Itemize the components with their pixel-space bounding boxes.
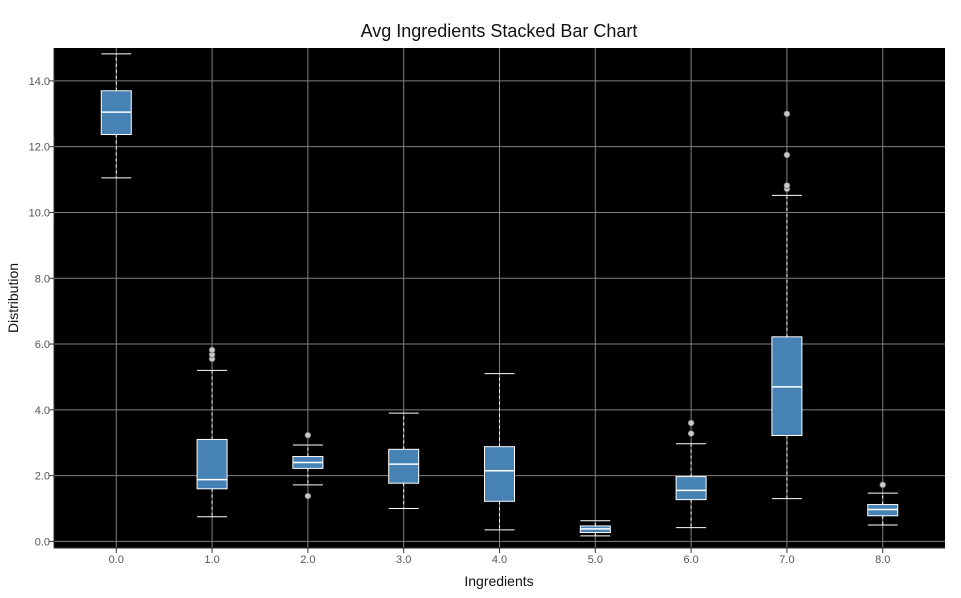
y-tick-label: 12.0	[29, 142, 50, 154]
outlier-point	[879, 481, 887, 489]
box-body	[196, 438, 228, 490]
box-group	[675, 419, 707, 529]
box-group	[579, 520, 611, 537]
box-body	[675, 476, 707, 501]
x-axis-label: Ingredients	[464, 573, 533, 589]
axes: 0.0 2.0 4.0 6.0 8.0 10.0 12.0 14.0 0.0 1.0 2.0 3.0 4…	[29, 48, 945, 566]
x-tick-label: 4.0	[492, 554, 507, 566]
x-tick-label: 7.0	[779, 554, 794, 566]
grid-lines	[54, 48, 945, 548]
x-tick-label: 8.0	[875, 554, 890, 566]
box-body	[388, 448, 420, 484]
y-tick-label: 6.0	[35, 339, 50, 351]
outlier-point	[687, 430, 695, 437]
y-tick-label: 10.0	[29, 207, 50, 219]
outlier-point	[783, 151, 791, 159]
outlier-point	[783, 182, 791, 189]
y-tick-label: 8.0	[35, 273, 50, 285]
box-group	[484, 373, 515, 531]
box-group	[100, 53, 132, 179]
box-group	[292, 431, 324, 500]
y-tick-label: 14.0	[29, 76, 50, 88]
box-body	[484, 446, 515, 502]
outlier-point	[208, 346, 216, 354]
x-tick-label: 1.0	[204, 554, 219, 566]
outlier-point	[783, 110, 791, 118]
outlier-point	[687, 419, 695, 427]
x-tick-label: 0.0	[109, 554, 124, 566]
box-group	[771, 110, 803, 500]
box-group	[388, 412, 420, 510]
y-tick-label: 2.0	[35, 471, 50, 483]
x-tick-label: 3.0	[396, 554, 411, 566]
y-tick-label: 4.0	[35, 405, 50, 417]
box-group	[196, 346, 228, 518]
y-axis-label: Distribution	[5, 263, 21, 333]
x-tick-label: 5.0	[588, 554, 603, 566]
x-tick-label: 6.0	[683, 554, 698, 566]
y-tick-label: 0.0	[35, 536, 50, 548]
boxes-layer	[100, 53, 899, 537]
chart-title: Avg Ingredients Stacked Bar Chart	[361, 21, 638, 41]
x-tick-label: 2.0	[300, 554, 315, 566]
box-group	[867, 481, 899, 526]
outlier-point	[304, 431, 312, 439]
outlier-point	[304, 492, 312, 500]
